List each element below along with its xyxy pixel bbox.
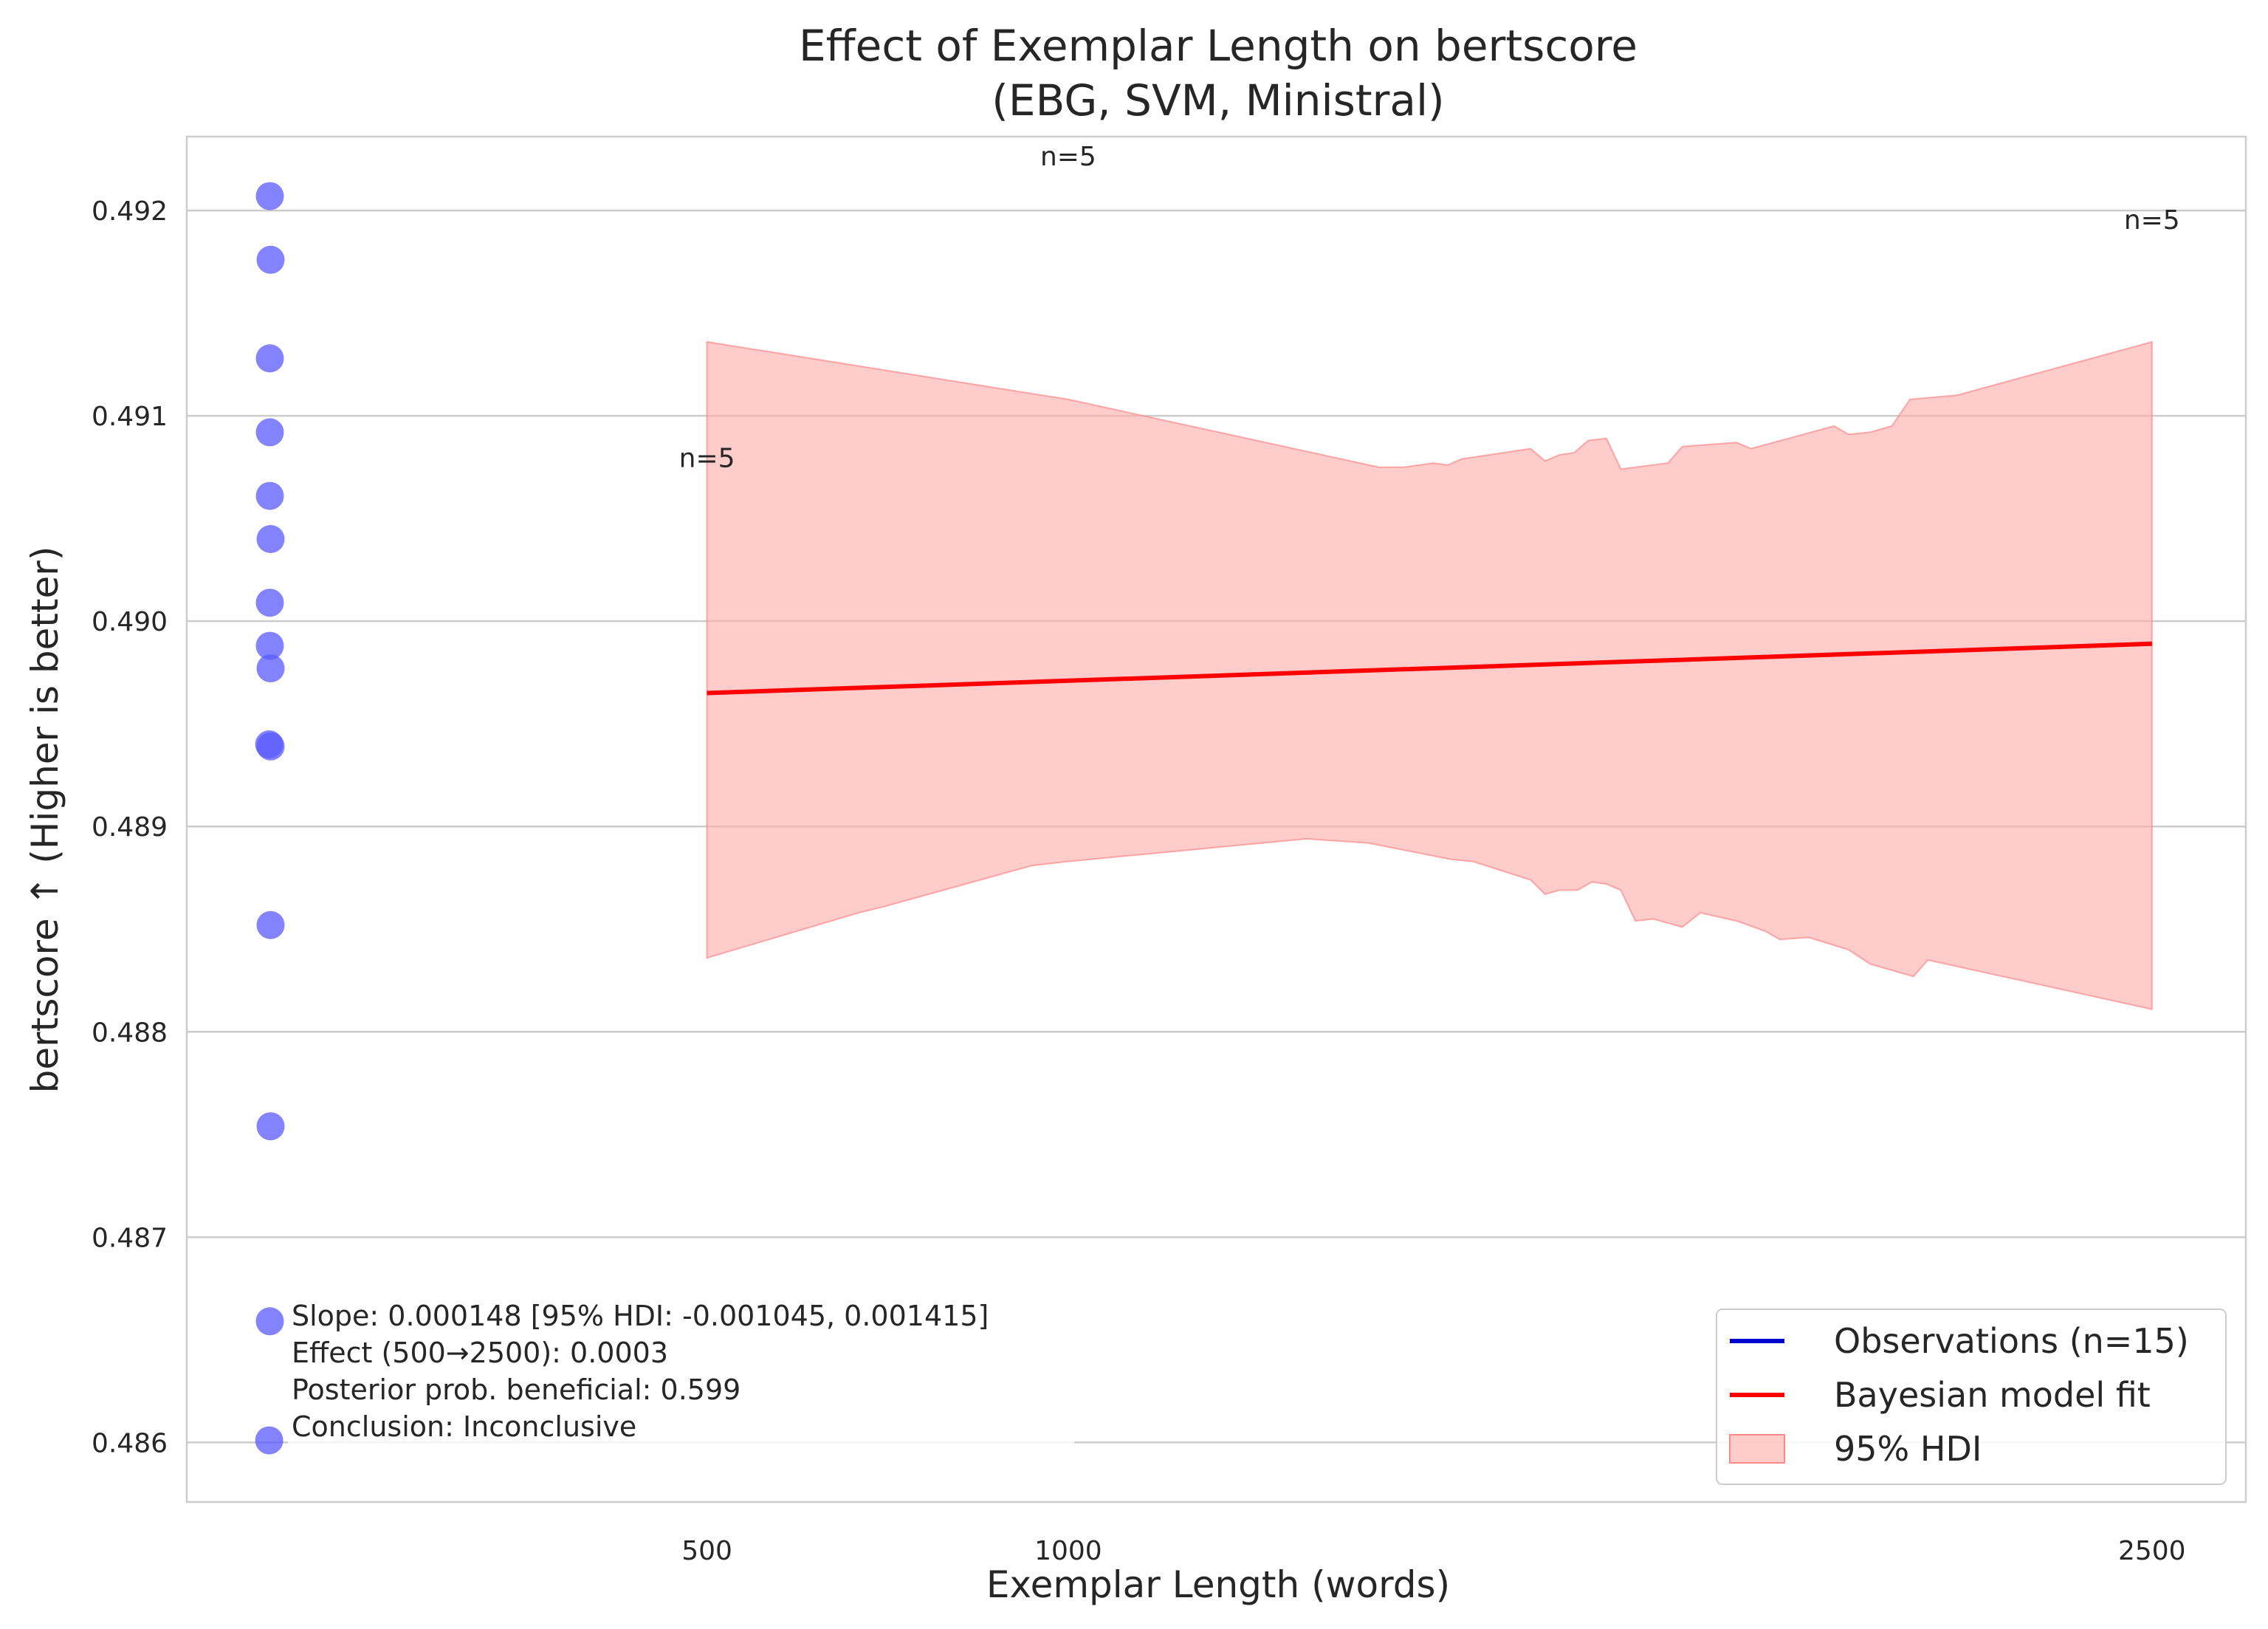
observation-point <box>255 344 284 373</box>
observation-point <box>255 182 284 210</box>
observation-point <box>255 631 284 660</box>
observation-point <box>256 654 285 683</box>
x-tick-label: 2500 <box>2118 1536 2186 1566</box>
observation-points-layer <box>255 182 285 1455</box>
sample-size-annotation: n=5 <box>1040 142 1096 172</box>
observation-point <box>256 1112 285 1141</box>
stats-line: Slope: 0.000148 [95% HDI: -0.001045, 0.0… <box>292 1300 989 1332</box>
legend-label: Bayesian model fit <box>1834 1375 2151 1415</box>
annotations-layer: n=5 n=5 n=5 <box>679 142 2180 474</box>
legend-label: Observations (n=15) <box>1834 1321 2189 1361</box>
y-axis-ticks: 0.486 0.487 0.488 0.489 0.490 0.491 0.492 <box>92 196 168 1458</box>
observation-point <box>256 910 285 939</box>
chart-title-line-2: (EBG, SVM, Ministral) <box>992 75 1444 126</box>
sample-size-annotation: n=5 <box>679 444 735 474</box>
x-axis-label: Exemplar Length (words) <box>986 1563 1450 1606</box>
plot-frame <box>185 135 2247 1503</box>
observation-point <box>255 589 284 617</box>
legend: Observations (n=15) Bayesian model fit 95%… <box>1716 1309 2227 1485</box>
y-tick-label: 0.488 <box>92 1018 168 1048</box>
stats-box-background <box>288 1294 1074 1447</box>
fit-line-layer <box>707 641 2152 696</box>
y-tick-label: 0.491 <box>92 402 168 432</box>
legend-label: 95% HDI <box>1834 1429 1982 1469</box>
observation-point <box>256 732 285 761</box>
hdi-band <box>706 340 2153 1010</box>
stats-line: Posterior prob. beneficial: 0.599 <box>292 1373 740 1406</box>
legend-frame <box>1716 1309 2227 1485</box>
y-tick-label: 0.487 <box>92 1223 168 1253</box>
fit-line <box>707 641 2152 696</box>
chart-title-line-1: Effect of Exemplar Length on bertscore <box>799 21 1638 71</box>
stats-box: Slope: 0.000148 [95% HDI: -0.001045, 0.0… <box>288 1294 1074 1447</box>
y-tick-label: 0.486 <box>92 1428 168 1458</box>
observation-point <box>256 245 285 274</box>
y-tick-label: 0.492 <box>92 196 168 227</box>
legend-swatch-patch <box>1729 1434 1785 1464</box>
y-axis-label: bertscore ↑ (Higher is better) <box>24 546 66 1094</box>
observation-point <box>255 418 284 447</box>
y-tick-label: 0.490 <box>92 607 168 637</box>
x-tick-label: 1000 <box>1034 1536 1102 1566</box>
hdi-band-layer <box>706 340 2153 1010</box>
y-tick-label: 0.489 <box>92 812 168 843</box>
observation-point <box>255 481 284 510</box>
x-axis-ticks: 500 1000 2500 <box>681 1536 2185 1566</box>
observation-point <box>255 1307 284 1336</box>
stats-line: Conclusion: Inconclusive <box>292 1410 636 1443</box>
stats-line: Effect (500→2500): 0.0003 <box>292 1337 668 1369</box>
sample-size-annotation: n=5 <box>2124 205 2180 236</box>
observation-point <box>256 525 285 553</box>
x-tick-label: 500 <box>681 1536 732 1566</box>
observation-point <box>255 1426 284 1455</box>
